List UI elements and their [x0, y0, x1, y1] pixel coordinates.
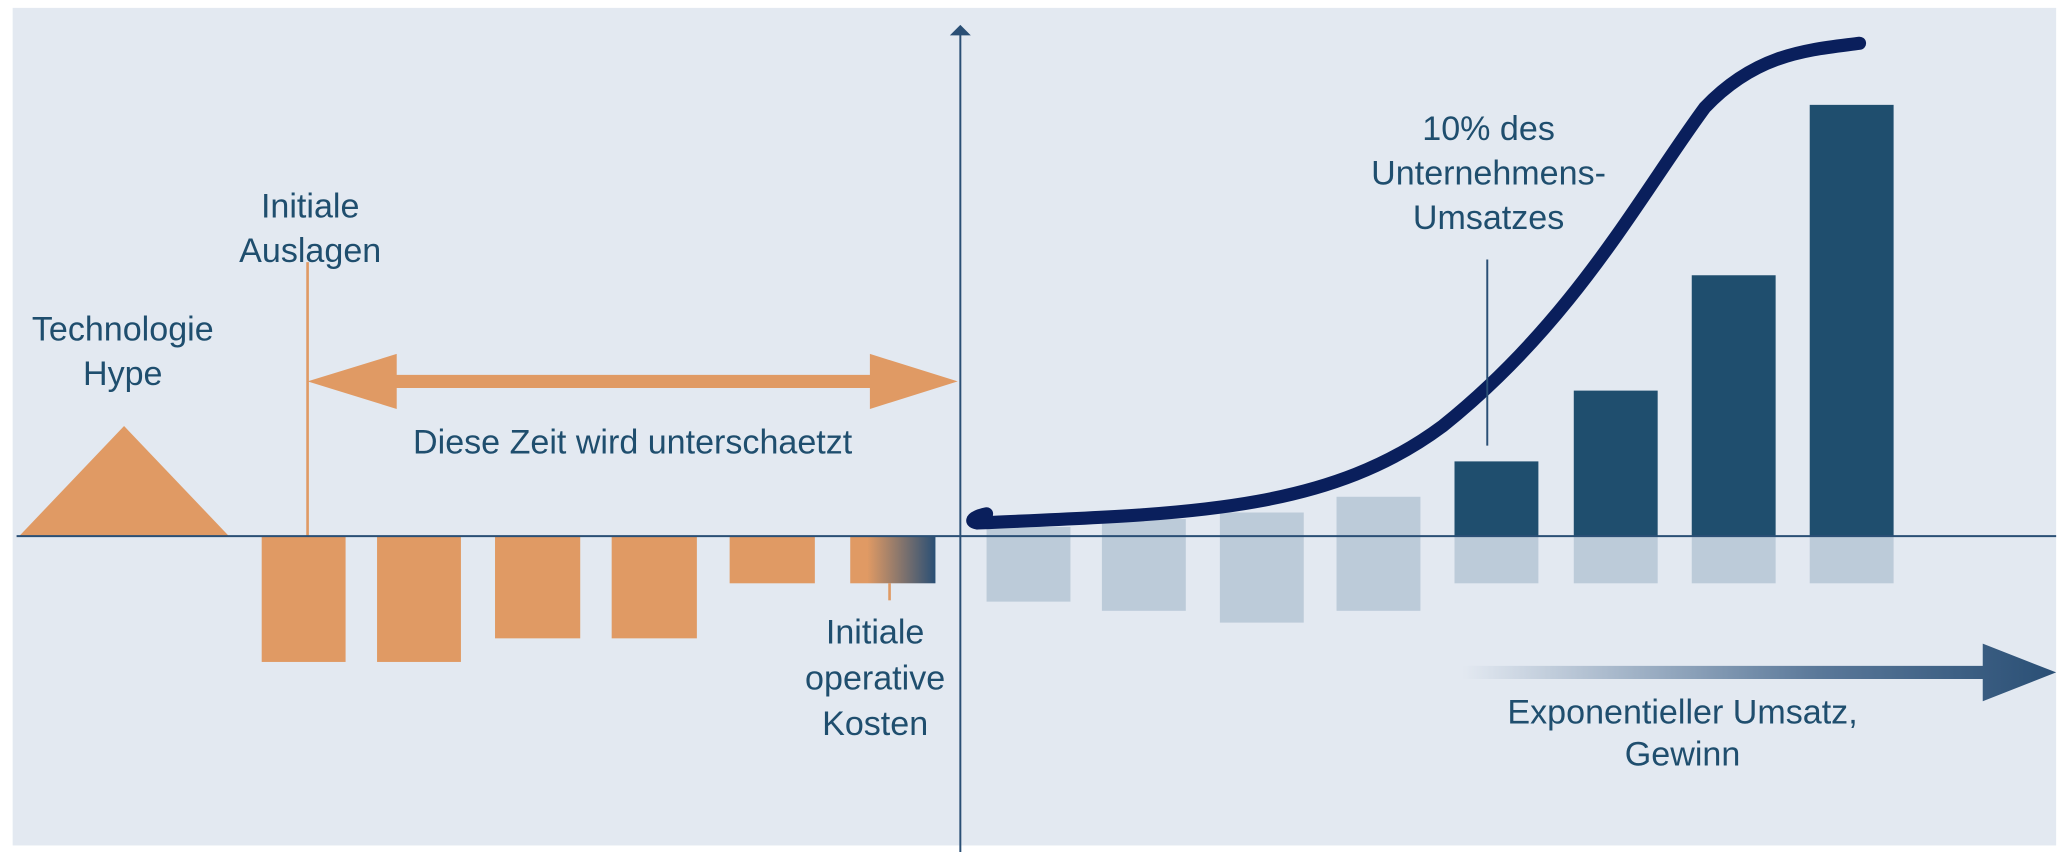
label-line: Initiale	[261, 187, 359, 225]
light-bar	[1573, 536, 1658, 584]
light-bar	[1336, 496, 1421, 611]
revenue-bars	[1454, 104, 1894, 537]
light-bar	[1691, 536, 1776, 584]
hype-triangle	[19, 426, 229, 537]
label-line: Unternehmens-	[1371, 155, 1606, 193]
label-line: operative	[805, 659, 945, 697]
cost-bar	[850, 536, 936, 584]
label-line: Umsatzes	[1413, 199, 1564, 237]
growth-arrow	[1462, 643, 2057, 702]
cost-bar	[729, 536, 815, 584]
label-line: Gewinn	[1625, 735, 1741, 773]
axis-arrowhead	[949, 24, 971, 36]
revenue-bar	[1573, 390, 1658, 537]
labels: Technologie Hype Initiale Auslagen Diese Zei…	[32, 110, 1858, 773]
revenue-bar	[1809, 104, 1894, 537]
cost-bar	[611, 536, 697, 639]
label-line: 10% des	[1422, 110, 1555, 148]
light-bar	[1101, 519, 1186, 611]
light-bar	[1454, 536, 1539, 584]
label-line: Hype	[83, 355, 163, 393]
revenue-bar	[1691, 275, 1776, 537]
cost-bar	[261, 536, 346, 662]
label-line: Auslagen	[239, 232, 381, 270]
cost-bars	[261, 536, 936, 662]
light-bars	[986, 496, 1894, 623]
label-line: Diese Zeit wird unterschaetzt	[413, 423, 853, 461]
label-line: Exponentieller Umsatz,	[1507, 693, 1857, 731]
label-line: Technologie	[32, 311, 214, 349]
revenue-bar	[1454, 461, 1539, 537]
light-bar	[1219, 512, 1304, 623]
cost-bar	[495, 536, 581, 639]
double-arrow	[307, 353, 958, 409]
cost-bar	[377, 536, 461, 662]
light-bar	[986, 526, 1071, 602]
light-bar	[1809, 536, 1894, 584]
label-line: Kosten	[822, 705, 928, 743]
label-line: Initiale	[826, 613, 924, 651]
growth-curve	[966, 36, 1867, 530]
